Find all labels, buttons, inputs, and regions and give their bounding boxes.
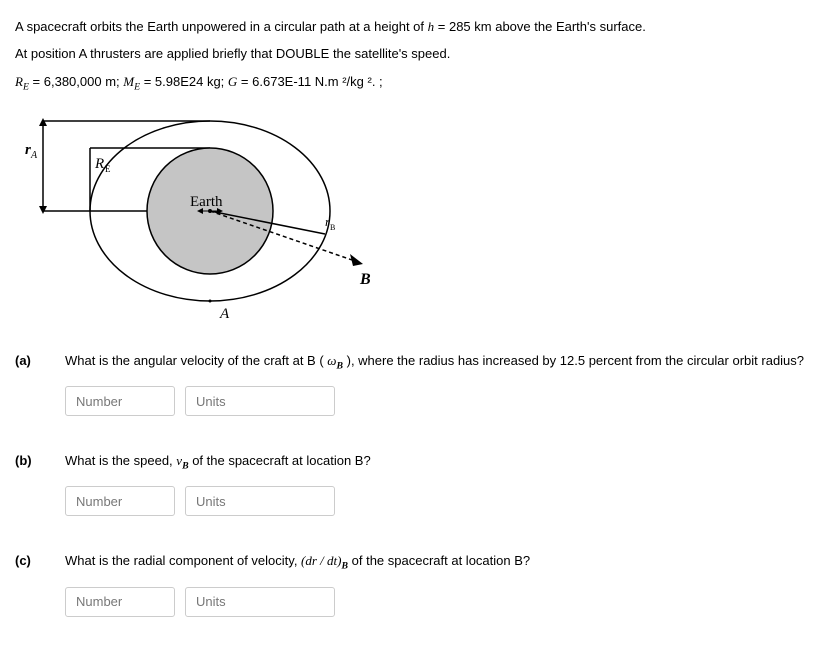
number-input-a[interactable]: Number — [65, 386, 175, 416]
line1-prefix: A spacecraft orbits the Earth unpowered … — [15, 19, 428, 34]
ME-label: M — [123, 74, 134, 89]
svg-text:B: B — [359, 271, 371, 288]
problem-line-3: RE = 6,380,000 m; ME = 5.98E24 kg; G = 6… — [15, 70, 810, 96]
line1-suffix: km above the Earth's surface. — [471, 19, 646, 34]
question-c-inputs: Number Units — [65, 587, 810, 617]
problem-line-2: At position A thrusters are applied brie… — [15, 42, 810, 65]
question-c-content: What is the radial component of velocity… — [65, 551, 810, 616]
question-c: (c) What is the radial component of velo… — [15, 551, 810, 616]
RE-sub: E — [23, 81, 29, 92]
question-b: (b) What is the speed, vB of the spacecr… — [15, 451, 810, 516]
RE-unit: m; — [102, 74, 124, 89]
ME-value: 5.98E24 — [155, 74, 203, 89]
question-a-inputs: Number Units — [65, 386, 810, 416]
question-b-inputs: Number Units — [65, 486, 810, 516]
question-a-text: What is the angular velocity of the craf… — [65, 351, 810, 374]
ME-unit: kg; — [203, 74, 228, 89]
ME-sub: E — [134, 81, 140, 92]
question-a: (a) What is the angular velocity of the … — [15, 351, 810, 416]
question-c-text: What is the radial component of velocity… — [65, 551, 810, 574]
svg-text:A: A — [30, 150, 38, 161]
earth-label: Earth — [190, 194, 223, 210]
G-label: G — [228, 74, 237, 89]
height-value: 285 — [449, 19, 471, 34]
question-c-label: (c) — [15, 551, 65, 616]
units-input-a[interactable]: Units — [185, 386, 335, 416]
svg-text:B: B — [330, 223, 335, 232]
units-input-c[interactable]: Units — [185, 587, 335, 617]
question-b-content: What is the speed, vB of the spacecraft … — [65, 451, 810, 516]
height-var: h — [428, 19, 435, 34]
deriv-var: (dr / dt) — [301, 553, 341, 568]
RE-label: R — [15, 74, 23, 89]
G-value: 6.673E-11 — [252, 74, 311, 89]
orbit-diagram: r A R E Earth r B B A — [15, 106, 375, 326]
question-b-text: What is the speed, vB of the spacecraft … — [65, 451, 810, 474]
units-input-b[interactable]: Units — [185, 486, 335, 516]
percent-value: 12.5 — [560, 353, 585, 368]
number-input-c[interactable]: Number — [65, 587, 175, 617]
svg-text:A: A — [219, 306, 230, 322]
G-unit: N.m ²/kg ². ; — [311, 74, 383, 89]
question-a-content: What is the angular velocity of the craf… — [65, 351, 810, 416]
problem-line-1: A spacecraft orbits the Earth unpowered … — [15, 15, 810, 38]
number-input-b[interactable]: Number — [65, 486, 175, 516]
problem-statement: A spacecraft orbits the Earth unpowered … — [15, 15, 810, 96]
RE-value: 6,380,000 — [44, 74, 102, 89]
question-b-label: (b) — [15, 451, 65, 516]
question-a-label: (a) — [15, 351, 65, 416]
